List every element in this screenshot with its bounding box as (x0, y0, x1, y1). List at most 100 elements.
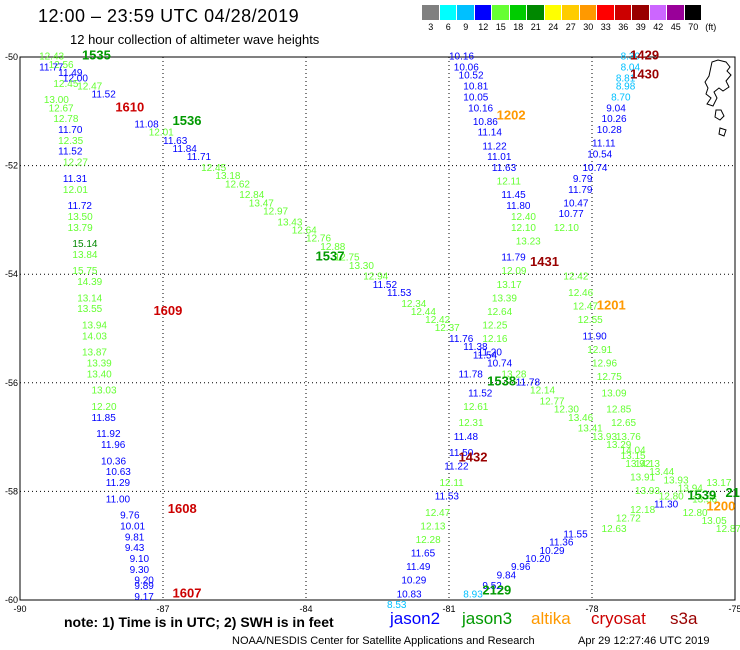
wave-height-value: 11.54 (473, 350, 498, 361)
wave-height-value: 12.42 (425, 315, 450, 326)
y-tick-label: -52 (5, 161, 18, 171)
wave-height-value: 10.29 (540, 546, 565, 557)
wave-height-value: 12.55 (578, 315, 603, 326)
wave-height-value: 9.04 (606, 103, 626, 114)
footer-timestamp: Apr 29 12:27:46 UTC 2019 (578, 635, 710, 647)
wave-height-value: 11.84 (173, 144, 198, 155)
wave-height-value: 12.25 (482, 321, 507, 332)
wave-height-value: 12.13 (420, 521, 445, 532)
wave-height-value: 13.39 (87, 359, 112, 370)
wave-height-value: 13.18 (215, 171, 240, 182)
wave-height-value: 11.52 (92, 90, 117, 101)
coastline-outline (704, 59, 732, 137)
wave-height-value: 12.40 (511, 212, 536, 223)
wave-height-value: 13.44 (649, 467, 674, 478)
colorbar-swatch (439, 5, 457, 20)
colorbar-label: 45 (670, 22, 681, 32)
wave-height-value: 12.11 (497, 177, 522, 188)
wave-height-value: 13.93 (664, 475, 689, 486)
wave-height-value: 12.76 (306, 234, 331, 245)
wave-height-value: 12.46 (568, 288, 593, 299)
wave-height-value: 11.36 (549, 538, 574, 549)
wave-height-value: 10.74 (487, 359, 512, 370)
wave-height-value: 12.80 (683, 508, 708, 519)
wave-height-value: 11.31 (63, 174, 88, 185)
plot-frame (19, 56, 736, 601)
wave-height-value: 10.47 (563, 198, 588, 209)
wave-height-value: 12.35 (58, 136, 83, 147)
wave-height-value: 10.20 (525, 554, 550, 565)
colorbar-swatch (667, 5, 685, 20)
wave-height-value: 11.65 (411, 549, 436, 560)
colorbar-swatch (597, 5, 615, 20)
wave-height-value: 11.29 (106, 478, 131, 489)
wave-height-value: 9.17 (134, 592, 154, 603)
wave-height-value: 9.89 (134, 581, 154, 592)
pass-time-label: 1610 (115, 99, 144, 114)
wave-height-value: 12.72 (616, 513, 641, 524)
pass-time-label: 1536 (173, 113, 202, 128)
wave-height-value: 8.53 (387, 600, 407, 611)
wave-height-value: 9.79 (573, 174, 593, 185)
wave-height-value: 13.17 (497, 280, 522, 291)
wave-height-value: 11.11 (592, 139, 616, 150)
wave-height-value: 11.22 (482, 141, 507, 152)
wave-height-value: 11.79 (501, 253, 526, 264)
colorbar-label: 9 (463, 22, 469, 32)
wave-height-value: 12.64 (292, 225, 317, 236)
wave-height-value: 12.16 (482, 334, 507, 345)
wave-height-value: 13.84 (72, 250, 97, 261)
wave-height-value: 14.03 (82, 331, 107, 342)
wave-height-value: 8.98 (616, 82, 636, 93)
wave-height-value: 8.81 (616, 73, 636, 84)
x-tick-label: -90 (13, 604, 26, 614)
wave-height-value: 11.77 (39, 63, 64, 74)
colorbar-swatch (649, 5, 667, 20)
pass-time-label: 1431 (530, 254, 559, 269)
wave-height-value: 13.28 (501, 369, 526, 380)
pass-time-label: 1538 (487, 374, 516, 389)
colorbar-label: 27 (565, 22, 576, 32)
wave-height-value: 11.48 (454, 432, 479, 443)
wave-height-value: 9.76 (120, 511, 140, 522)
wave-height-value: 13.39 (492, 293, 517, 304)
wave-height-value: 12.61 (463, 402, 488, 413)
wave-height-value: 11.90 (582, 331, 607, 342)
wave-height-value: 10.26 (602, 114, 627, 125)
wave-height-value: 12.62 (225, 179, 250, 190)
wave-height-value: 12.00 (63, 73, 88, 84)
wave-height-value: 9.84 (497, 570, 517, 581)
x-tick-label: -75 (728, 604, 740, 614)
wave-height-value: 10.05 (463, 92, 488, 103)
wave-height-value: 12.18 (630, 505, 655, 516)
colorbar-swatch (474, 5, 492, 20)
legend-jason2: jason2 (390, 609, 441, 628)
wave-height-value: 11.14 (478, 128, 503, 139)
wave-height-value: 12.43 (39, 52, 64, 63)
wave-height-value: 14.39 (77, 277, 102, 288)
wave-height-value: 11.22 (444, 462, 469, 473)
wave-height-value: 12.84 (239, 190, 264, 201)
colorbar (422, 5, 702, 21)
pass-time-label: 1200 (706, 498, 735, 513)
wave-height-value: 8.93 (463, 589, 483, 600)
colorbar-swatch (614, 5, 632, 20)
wave-height-value: 11.71 (187, 152, 212, 163)
wave-height-value: 12.45 (201, 163, 226, 174)
wave-height-value: 10.16 (468, 103, 493, 114)
wave-height-value: 14.13 (635, 459, 660, 470)
wave-height-value: 12.31 (459, 418, 484, 429)
colorbar-swatch (509, 5, 527, 20)
wave-height-value: 11.76 (449, 334, 474, 345)
colorbar-label: 3 (428, 22, 434, 32)
wave-height-value: 13.79 (68, 223, 93, 234)
wave-height-value: 9.81 (125, 532, 145, 543)
wave-height-value: 10.54 (587, 149, 612, 160)
wave-height-value: 12.09 (501, 266, 526, 277)
legend-s3a: s3a (670, 609, 698, 628)
wave-height-value: 10.52 (459, 71, 484, 82)
colorbar-label: 12 (478, 22, 489, 32)
wave-height-value: 12.30 (554, 405, 579, 416)
colorbar-swatch (422, 5, 440, 20)
